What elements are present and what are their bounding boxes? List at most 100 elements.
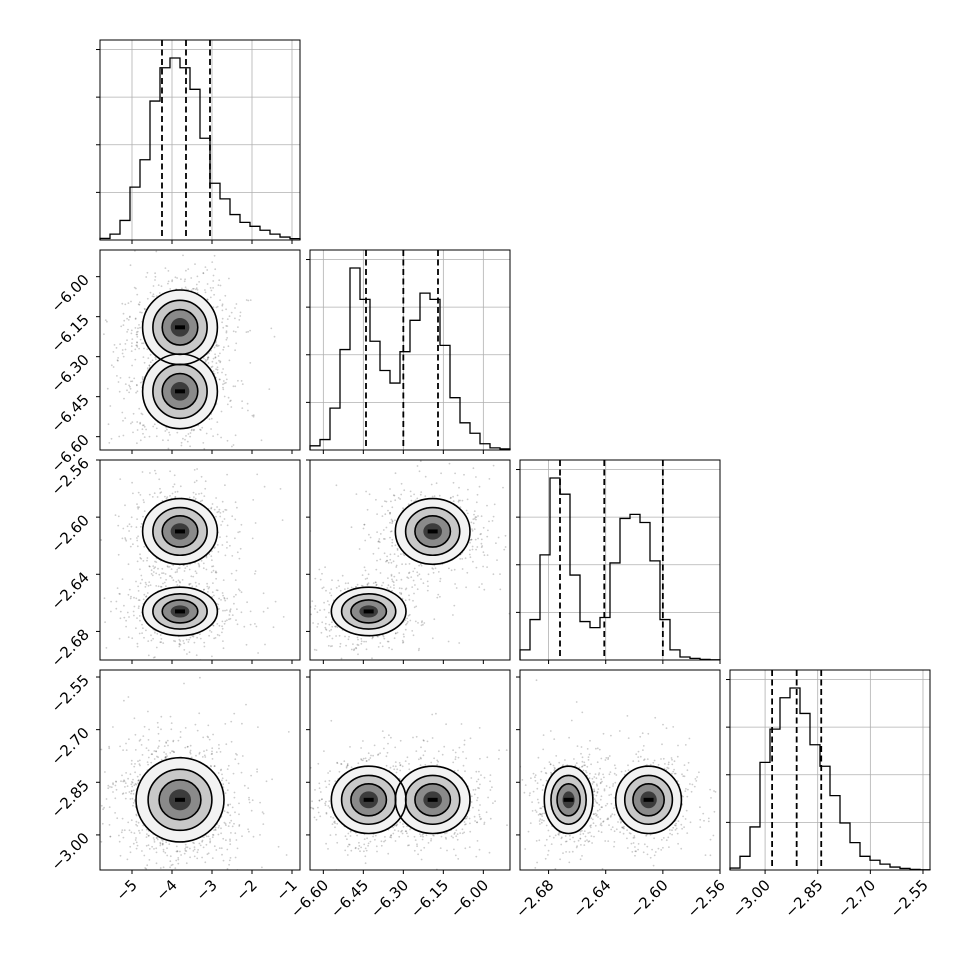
scatter-dot <box>473 513 475 516</box>
scatter-dot <box>243 784 246 787</box>
scatter-dot <box>391 519 394 522</box>
scatter-dot <box>398 572 401 574</box>
scatter-dot <box>470 521 473 524</box>
scatter-dot <box>234 434 237 437</box>
scatter-dot <box>131 421 134 423</box>
scatter-dot <box>475 566 478 569</box>
scatter-dot <box>198 281 201 283</box>
scatter-dot <box>237 588 240 591</box>
scatter-dot <box>153 492 156 495</box>
scatter-dot <box>219 512 222 514</box>
scatter-dot <box>226 473 229 476</box>
scatter-dot <box>171 492 174 495</box>
scatter-dot <box>402 641 404 644</box>
scatter-dot <box>411 586 414 588</box>
scatter-dot <box>212 280 215 282</box>
scatter-dot <box>206 358 209 361</box>
scatter-dot <box>124 383 127 385</box>
scatter-dot <box>112 791 114 793</box>
scatter-dot <box>128 530 131 532</box>
scatter-dot <box>226 403 229 406</box>
scatter-dot <box>206 582 209 585</box>
scatter-dot <box>196 289 199 291</box>
scatter-dot <box>139 326 141 329</box>
scatter-dot <box>122 434 125 437</box>
scatter-dot <box>130 525 133 528</box>
scatter-dot <box>110 610 112 613</box>
scatter-dot <box>141 424 144 427</box>
scatter-dot <box>423 622 426 624</box>
scatter-dot <box>119 617 122 620</box>
scatter-dot <box>162 572 165 574</box>
scatter-dot <box>155 646 158 649</box>
scatter-dot <box>140 744 143 746</box>
scatter-dot <box>131 785 134 788</box>
scatter-dot <box>136 341 138 343</box>
scatter-dot <box>219 284 222 287</box>
scatter-dot <box>260 439 263 442</box>
scatter-dot <box>251 414 254 417</box>
scatter-dot <box>221 520 224 523</box>
scatter-dot <box>271 778 273 781</box>
scatter-dot <box>238 802 240 805</box>
scatter-dot <box>241 755 244 757</box>
scatter-dot <box>188 583 191 585</box>
scatter-dot <box>221 309 224 312</box>
scatter-dot <box>214 828 217 831</box>
scatter-dot <box>149 472 151 474</box>
panel-content-2-0 <box>100 460 285 660</box>
scatter-dot <box>132 804 134 807</box>
scatter-dot <box>125 539 128 542</box>
scatter-dot <box>203 641 206 644</box>
scatter-dot <box>231 825 234 828</box>
scatter-dot <box>356 636 359 639</box>
scatter-dot <box>160 641 163 643</box>
scatter-dot <box>221 853 223 856</box>
scatter-dot <box>241 383 244 385</box>
scatter-dot <box>163 581 166 584</box>
scatter-dot <box>274 600 277 603</box>
scatter-dot <box>176 850 179 853</box>
contour-line-2-0 <box>161 372 199 410</box>
scatter-dot <box>251 537 254 540</box>
scatter-dot <box>150 639 153 642</box>
scatter-dot <box>209 629 211 632</box>
scatter-dot <box>126 317 128 320</box>
hist-frame-2 <box>519 459 721 661</box>
scatter-dot <box>143 545 146 548</box>
scatter-dot <box>360 638 363 640</box>
scatter-dot <box>112 366 115 368</box>
scatter-dot <box>217 284 220 286</box>
scatter-dot <box>114 797 117 800</box>
scatter-dot <box>129 264 132 267</box>
scatter-dot <box>262 610 265 613</box>
scatter-dot <box>231 614 234 616</box>
scatter-dot <box>234 501 237 504</box>
scatter-dot <box>469 541 471 544</box>
scatter-dot <box>240 380 243 382</box>
scatter-dot <box>457 500 460 503</box>
scatter-dot <box>103 333 105 336</box>
scatter-dot <box>422 623 424 626</box>
scatter-dot <box>112 783 114 786</box>
scatter-dot <box>249 623 252 626</box>
scatter-dot <box>222 388 225 391</box>
scatter-dot <box>452 614 454 616</box>
scatter-dot <box>127 777 129 780</box>
scatter-dot <box>191 428 193 431</box>
scatter-dot <box>213 346 216 349</box>
scatter-dot <box>389 536 391 539</box>
scatter-dot <box>389 553 392 556</box>
scatter-dot <box>159 867 162 869</box>
scatter-dot <box>234 832 237 835</box>
scatter-dot <box>394 472 397 475</box>
scatter-dot <box>426 580 429 583</box>
scatter-dot <box>389 521 391 524</box>
scatter-dot <box>141 342 143 345</box>
scatter-dot <box>499 588 502 591</box>
contour-line-1-1 <box>404 506 461 557</box>
scatter-dot <box>121 411 124 414</box>
scatter-dot <box>127 563 130 566</box>
scatter-dot <box>375 581 377 584</box>
scatter-dot <box>472 522 475 525</box>
